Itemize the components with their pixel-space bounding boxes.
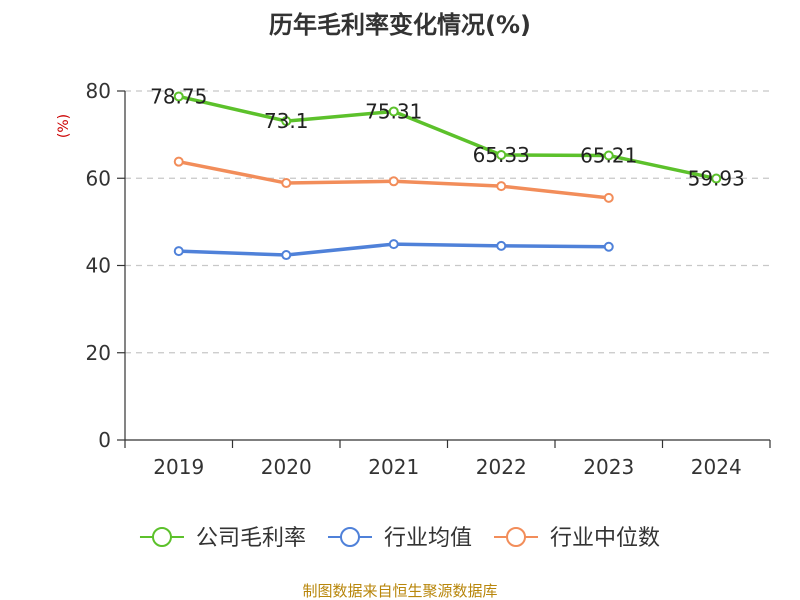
axis-layer: 0 20 40 60 80 2019 2020 2021 2022 2023 2024: [86, 79, 771, 479]
data-point: [173, 246, 184, 257]
y-axis-label: (%): [56, 114, 72, 138]
y-tick-label: 80: [86, 79, 111, 103]
legend-label: 行业中位数: [550, 526, 660, 551]
data-label: 73.1: [264, 109, 309, 133]
x-tick-label: 2021: [368, 455, 419, 479]
data-point: [388, 176, 399, 187]
series-layer: [173, 91, 722, 261]
data-point: [603, 192, 614, 203]
source-note: 制图数据来自恒生聚源数据库: [302, 582, 497, 600]
legend-swatch-marker: [151, 527, 172, 547]
y-tick-label: 60: [86, 166, 111, 190]
data-point: [173, 156, 184, 167]
x-tick-label: 2019: [153, 455, 204, 479]
data-label: 59.93: [688, 167, 745, 191]
data-label: 78.75: [150, 84, 207, 108]
data-point: [496, 149, 507, 160]
y-tick-label: 20: [86, 341, 111, 365]
legend-item: 行业中位数: [494, 526, 660, 551]
legend-item: 公司毛利率: [139, 526, 306, 551]
data-point: [281, 178, 292, 189]
data-point: [496, 240, 507, 251]
data-point: [173, 91, 184, 102]
data-label: 75.31: [365, 99, 422, 123]
data-point: [603, 150, 614, 161]
data-point: [496, 181, 507, 192]
grid-layer: [125, 90, 770, 354]
x-tick-label: 2023: [583, 455, 634, 479]
data-label: 65.21: [580, 144, 637, 168]
data-label: 65.33: [473, 143, 530, 167]
legend-swatch-marker: [339, 527, 360, 547]
data-point: [281, 116, 292, 127]
data-label-layer: 78.75 73.1 75.31 65.33 65.21 59.93: [150, 84, 745, 190]
chart-title: 历年毛利率变化情况(%): [269, 11, 531, 39]
data-point: [281, 250, 292, 261]
legend-swatch-marker: [506, 527, 527, 547]
x-tick-label: 2022: [476, 455, 527, 479]
data-point: [388, 239, 399, 250]
x-tick-label: 2024: [691, 455, 742, 479]
legend-item: 行业均值: [327, 526, 472, 551]
data-point: [388, 106, 399, 117]
x-tick-label: 2020: [261, 455, 312, 479]
series-line-0: [177, 94, 718, 181]
legend: 公司毛利率 行业均值 行业中位数: [139, 526, 660, 551]
y-tick-label: 0: [98, 428, 111, 452]
data-point: [603, 241, 614, 252]
data-point: [711, 173, 722, 184]
legend-label: 行业均值: [384, 526, 472, 551]
y-tick-label: 40: [86, 254, 111, 278]
legend-label: 公司毛利率: [196, 526, 306, 551]
